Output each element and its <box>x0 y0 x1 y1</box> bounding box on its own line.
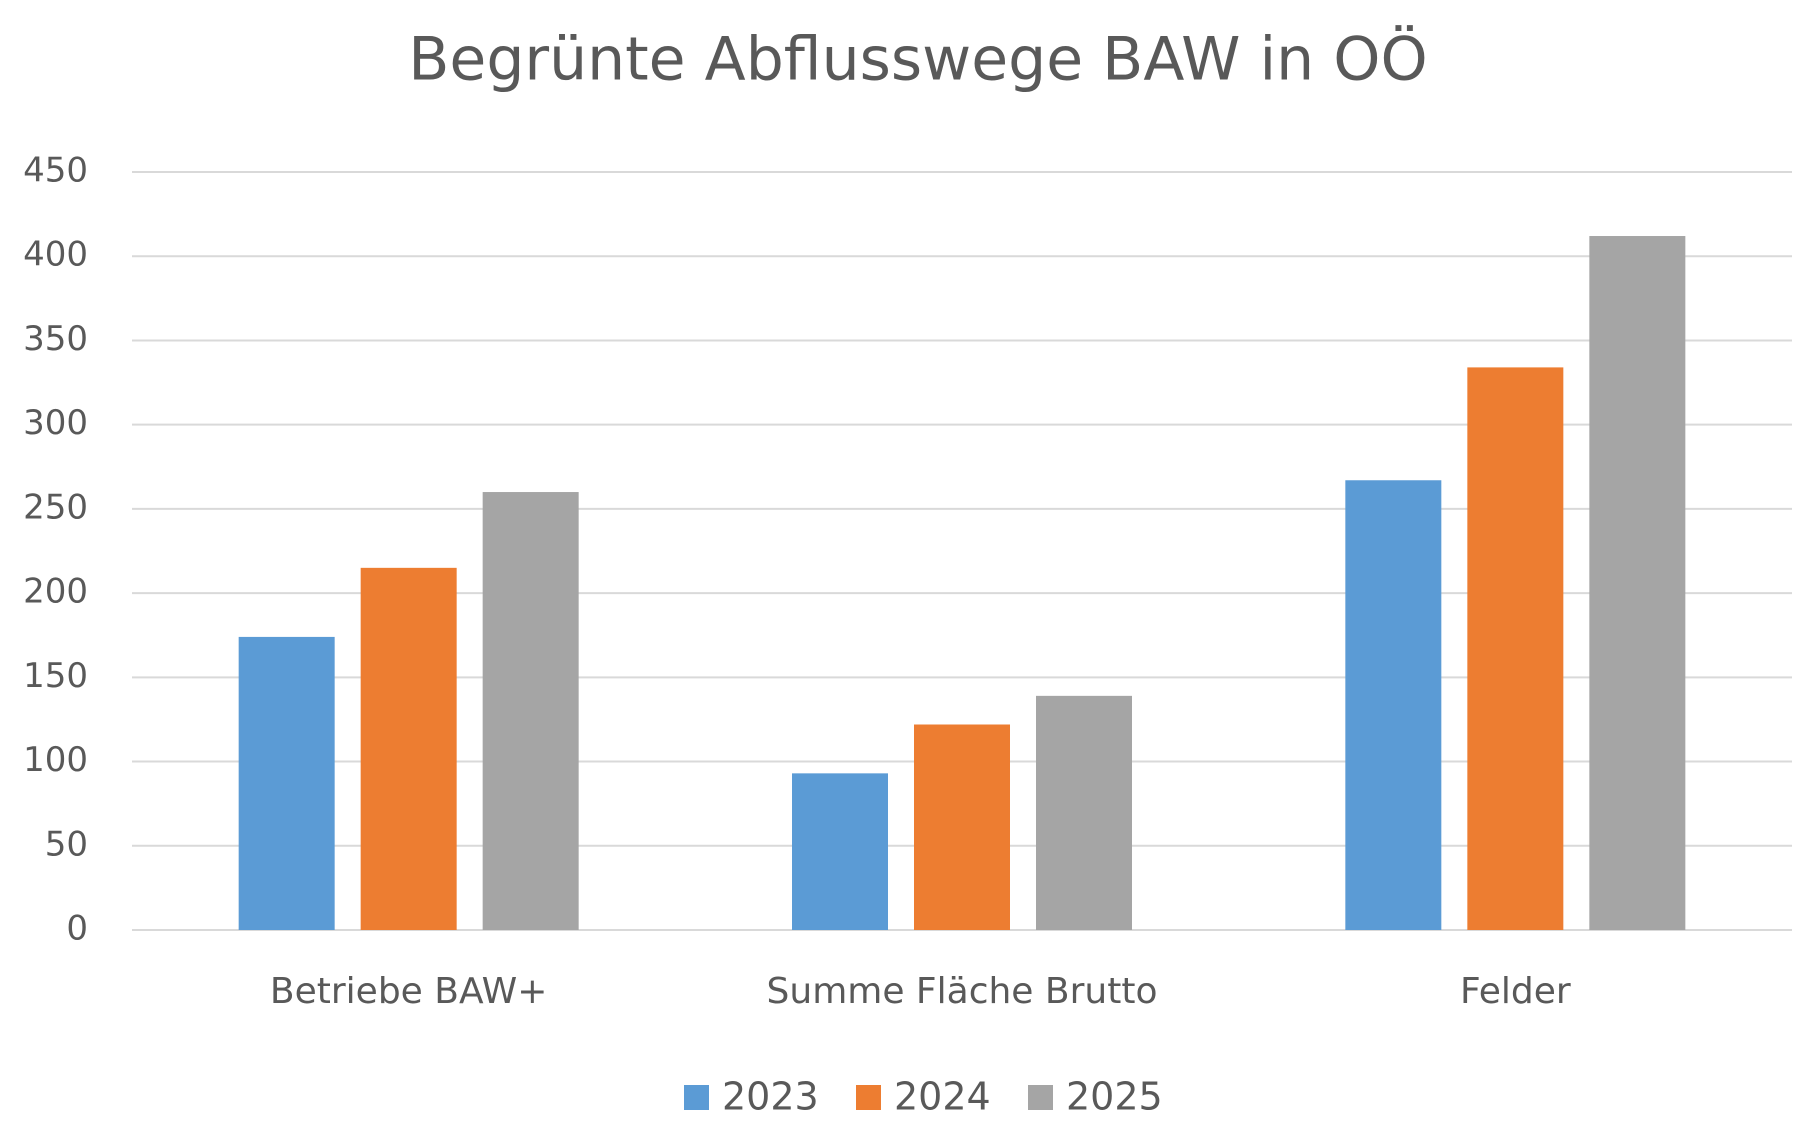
legend-swatch <box>684 1085 709 1110</box>
y-tick-label: 200 <box>23 572 88 612</box>
y-tick-label: 350 <box>23 319 88 359</box>
y-tick-label: 100 <box>23 740 88 780</box>
legend-swatch <box>1028 1085 1053 1110</box>
y-tick-label: 50 <box>45 824 88 864</box>
bar <box>360 567 457 930</box>
legend-label: 2023 <box>722 1075 819 1119</box>
y-tick-label: 0 <box>66 909 88 949</box>
bar <box>1036 695 1132 930</box>
x-tick-label: Felder <box>1460 971 1571 1012</box>
legend-label: 2025 <box>1066 1075 1163 1119</box>
y-tick-label: 450 <box>23 151 88 191</box>
y-tick-label: 250 <box>23 487 88 527</box>
bar <box>482 492 579 930</box>
y-tick-label: 400 <box>23 235 88 275</box>
bar <box>1467 367 1564 930</box>
bar <box>1345 480 1442 930</box>
bar <box>1589 236 1686 930</box>
bar <box>238 636 335 930</box>
chart-title: Begrünte Abflusswege BAW in OÖ <box>408 24 1427 95</box>
x-tick-label: Betriebe BAW+ <box>270 971 547 1012</box>
y-tick-label: 300 <box>23 403 88 443</box>
legend-swatch <box>856 1085 881 1110</box>
bar <box>914 724 1010 930</box>
legend-label: 2024 <box>894 1075 991 1119</box>
x-tick-label: Summe Fläche Brutto <box>767 971 1158 1012</box>
y-tick-label: 150 <box>23 656 88 696</box>
bar <box>792 773 888 930</box>
